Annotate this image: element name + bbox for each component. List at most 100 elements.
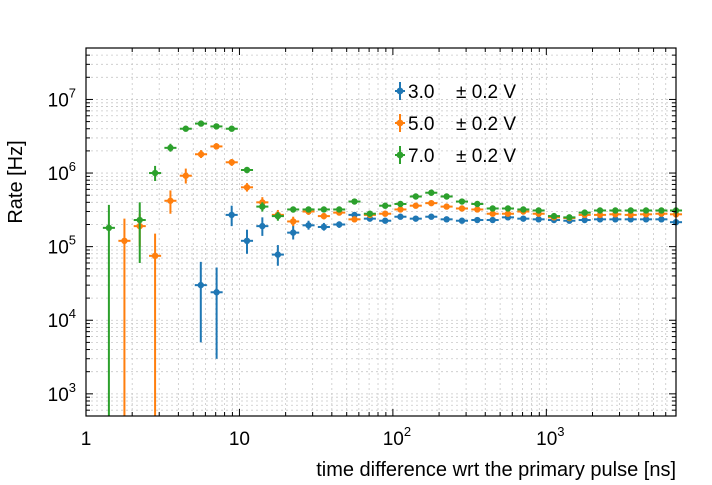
data-point	[167, 144, 174, 152]
legend: 3.0 ± 0.2 V 5.0 ± 0.2 V 7.0 ± 0.2 V	[395, 82, 516, 167]
data-point	[581, 209, 588, 216]
y-tick-label: 103	[48, 380, 76, 406]
data-point	[520, 206, 527, 213]
series-3.0	[194, 205, 683, 359]
data-point	[474, 200, 481, 208]
data-point	[243, 237, 251, 245]
legend-series-uncertainty: ± 0.2 V	[456, 114, 516, 135]
data-point	[151, 252, 159, 260]
data-point	[443, 203, 450, 210]
data-point	[566, 214, 573, 221]
data-point	[167, 197, 174, 204]
data-point	[397, 200, 404, 208]
data-point	[197, 151, 205, 158]
data-point	[182, 125, 189, 132]
y-axis-label: Rate [Hz]	[5, 140, 27, 223]
data-point	[197, 120, 205, 127]
data-point	[136, 216, 143, 224]
legend-series-name: 3.0	[408, 82, 434, 103]
data-point	[259, 203, 266, 210]
data-point	[121, 237, 128, 245]
legend-marker-point	[396, 87, 404, 95]
x-tick-label: 103	[536, 424, 564, 450]
data-point	[274, 251, 282, 258]
tick-labels: 1 10 102 103 103 104 105 106 107	[48, 85, 565, 450]
data-point	[397, 213, 404, 220]
grid	[85, 47, 677, 417]
data-point	[443, 193, 450, 200]
data-point	[289, 206, 297, 213]
legend-entry-3.0: 3.0 ± 0.2 V	[395, 82, 516, 103]
data-point	[274, 212, 282, 220]
data-point	[658, 207, 665, 214]
legend-entry-7.0: 7.0 ± 0.2 V	[395, 146, 516, 167]
x-tick-label: 1	[81, 429, 92, 450]
series-7.0	[102, 120, 683, 416]
data-point	[289, 218, 297, 225]
data-point	[197, 281, 205, 289]
data-point	[305, 206, 312, 213]
data-point	[535, 216, 542, 223]
data-point	[489, 210, 496, 217]
y-tick-label: 105	[48, 233, 76, 259]
data-point	[366, 210, 374, 217]
data-point	[520, 215, 527, 222]
data-point	[336, 221, 343, 228]
legend-marker-point	[396, 119, 404, 127]
data-point	[213, 143, 220, 150]
data-point	[182, 172, 189, 179]
data-point	[458, 198, 466, 205]
data-point	[381, 202, 389, 209]
data-point	[642, 207, 650, 214]
data-point	[228, 211, 235, 219]
data-point	[489, 205, 496, 212]
data-point	[259, 222, 266, 230]
data-point	[612, 216, 619, 223]
data-point	[428, 189, 435, 196]
data-point	[642, 216, 650, 223]
data-point	[627, 211, 634, 219]
data-point	[627, 207, 634, 214]
data-point	[596, 207, 604, 214]
y-tick-label: 104	[48, 306, 76, 332]
legend-marker-point	[396, 151, 404, 159]
x-tick-label: 102	[383, 424, 411, 450]
plot-frame	[85, 47, 677, 417]
legend-series-uncertainty: ± 0.2 V	[456, 82, 516, 103]
legend-series-name: 5.0	[408, 114, 434, 135]
data-point	[535, 207, 542, 214]
data-point	[612, 207, 619, 214]
data-point	[105, 224, 113, 232]
data-point	[627, 216, 634, 223]
data-point	[336, 206, 343, 213]
data-point	[596, 216, 604, 223]
data-series	[102, 120, 683, 416]
data-point	[213, 123, 220, 130]
data-point	[581, 216, 588, 224]
data-point	[658, 216, 665, 223]
axis-ticks	[85, 47, 677, 417]
data-point	[550, 212, 558, 220]
data-point	[428, 199, 435, 207]
data-point	[397, 206, 404, 213]
data-point	[474, 216, 481, 224]
legend-entry-5.0: 5.0 ± 0.2 V	[395, 114, 516, 135]
legend-series-uncertainty: ± 0.2 V	[456, 146, 516, 167]
data-point	[412, 193, 419, 200]
data-point	[428, 213, 435, 220]
data-point	[381, 217, 389, 224]
data-point	[243, 184, 251, 191]
data-point	[504, 210, 512, 217]
data-point	[351, 216, 358, 223]
data-point	[474, 206, 481, 213]
data-point	[412, 215, 419, 222]
data-point	[320, 223, 328, 231]
data-point	[213, 289, 220, 296]
data-point	[228, 159, 235, 166]
data-point	[489, 216, 496, 224]
data-point	[305, 222, 312, 229]
data-point	[596, 211, 604, 219]
data-point	[381, 210, 389, 217]
data-point	[504, 205, 512, 212]
